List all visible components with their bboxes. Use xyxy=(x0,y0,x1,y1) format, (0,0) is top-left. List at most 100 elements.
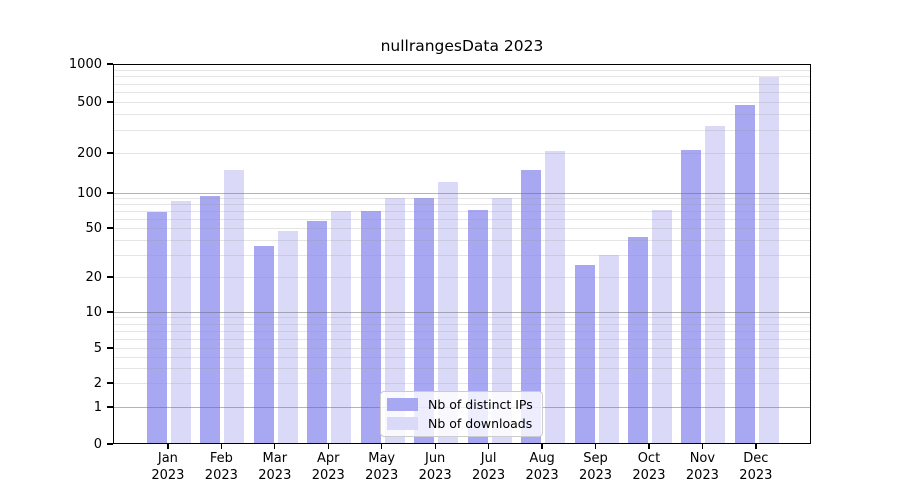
y-tick-mark xyxy=(107,311,113,313)
bar-ips-nov xyxy=(681,150,702,443)
x-tick-label: Feb 2023 xyxy=(189,451,253,484)
gridline-minor xyxy=(114,228,810,229)
gridline-minor xyxy=(114,255,810,257)
x-tick-label-line: Dec xyxy=(743,451,769,466)
bar-downloads-jan xyxy=(170,200,191,443)
x-tick-label: Sep 2023 xyxy=(564,451,628,484)
gridline-minor xyxy=(114,102,810,103)
x-tick-mark xyxy=(594,444,597,449)
x-tick-label-line: 2023 xyxy=(632,467,666,483)
x-tick-label-line: 2023 xyxy=(418,467,452,483)
y-tick-mark xyxy=(107,63,113,65)
y-tick-label: 100 xyxy=(77,185,102,201)
x-tick-label-line: Feb xyxy=(209,451,233,466)
legend: Nb of distinct IPs Nb of downloads xyxy=(380,391,543,437)
y-tick-mark xyxy=(107,227,113,229)
bar-ips-jun xyxy=(414,198,435,443)
x-tick-label: Jan 2023 xyxy=(136,451,200,484)
bar-ips-aug xyxy=(521,170,542,443)
x-tick-mark xyxy=(327,444,329,449)
gridline-minor xyxy=(114,69,810,71)
y-tick-mark xyxy=(107,382,113,384)
x-tick-mark xyxy=(755,444,757,449)
gridline-minor xyxy=(114,338,810,340)
y-tick-mark xyxy=(107,192,113,194)
bar-downloads-nov xyxy=(705,125,726,443)
y-tick-label: 5 xyxy=(93,340,102,356)
legend-item-downloads: Nb of downloads xyxy=(387,416,534,431)
x-tick-label: Apr 2023 xyxy=(296,451,360,484)
x-tick-label-line: Sep xyxy=(583,451,608,466)
chart-title: nullrangesData 2023 xyxy=(380,37,544,55)
x-tick-label-line: Jun xyxy=(424,451,446,466)
gridline-minor xyxy=(114,348,810,349)
x-tick-label-line: 2023 xyxy=(685,467,719,483)
y-tick-label: 1 xyxy=(93,399,102,415)
gridline-minor xyxy=(114,323,810,325)
gridline-major xyxy=(114,312,810,313)
x-tick-mark xyxy=(488,444,490,449)
y-tick-mark xyxy=(107,347,113,349)
x-tick-label: Oct 2023 xyxy=(617,451,681,484)
x-tick-label-line: 2023 xyxy=(578,467,613,483)
bar-downloads-apr xyxy=(331,211,352,443)
bar-ips-may xyxy=(360,211,381,443)
x-tick-mark xyxy=(274,444,276,449)
legend-swatch-downloads xyxy=(387,417,418,430)
bar-downloads-mar xyxy=(277,231,298,443)
bar-ips-oct xyxy=(627,237,648,443)
gridline-minor xyxy=(114,114,810,116)
bar-ips-jan xyxy=(146,212,167,443)
gridline-minor xyxy=(114,383,810,384)
x-tick-mark xyxy=(701,444,704,449)
bar-ips-apr xyxy=(307,221,328,443)
x-tick-label-line: Nov xyxy=(689,451,716,466)
x-tick-label-line: 2023 xyxy=(365,467,399,483)
y-tick-label: 20 xyxy=(85,269,102,285)
gridline-minor xyxy=(114,218,810,220)
x-tick-label-line: Jan xyxy=(157,451,178,466)
x-tick-mark xyxy=(167,444,169,449)
bar-ips-sep xyxy=(574,265,595,443)
gridline-minor xyxy=(114,153,810,154)
x-tick-label-line: Jul xyxy=(480,451,497,466)
x-tick-label-line: 2023 xyxy=(525,467,559,483)
x-tick-mark xyxy=(381,444,383,449)
gridline-minor xyxy=(114,367,810,369)
bar-downloads-jul xyxy=(491,198,512,443)
x-tick-label: Dec 2023 xyxy=(724,451,788,484)
plot-area xyxy=(113,64,811,444)
bar-downloads-feb xyxy=(224,169,245,443)
x-tick-label-line: Oct xyxy=(637,451,661,466)
bar-downloads-aug xyxy=(545,150,566,443)
x-tick-label-line: Aug xyxy=(529,451,555,466)
x-tick-label-line: Mar xyxy=(262,451,288,466)
bar-ips-mar xyxy=(253,245,274,443)
y-tick-label: 50 xyxy=(85,220,102,236)
y-tick-label: 10 xyxy=(85,304,102,320)
gridline-minor xyxy=(114,356,810,358)
gridline-minor xyxy=(114,83,810,85)
legend-label-distinct-ips: Nb of distinct IPs xyxy=(428,397,533,412)
y-tick-mark xyxy=(107,443,113,445)
bar-downloads-sep xyxy=(598,255,619,443)
x-tick-label-line: 2023 xyxy=(258,467,292,483)
gridline-minor xyxy=(114,317,810,319)
gridline-minor xyxy=(114,76,810,78)
bar-ips-dec xyxy=(734,105,755,443)
gridline-minor xyxy=(114,239,810,241)
x-tick-label-line: 2023 xyxy=(151,467,185,483)
x-tick-label-line: 2023 xyxy=(204,467,238,483)
x-tick-label-line: 2023 xyxy=(739,467,773,483)
gridline-minor xyxy=(114,211,810,212)
x-tick-mark xyxy=(541,444,543,449)
y-tick-mark xyxy=(107,152,113,154)
y-tick-mark xyxy=(107,406,113,408)
bar-downloads-oct xyxy=(651,209,672,443)
legend-label-downloads: Nb of downloads xyxy=(428,416,533,431)
gridline-minor xyxy=(114,330,810,332)
x-tick-label: Jul 2023 xyxy=(457,451,521,484)
bar-ips-feb xyxy=(200,195,221,443)
x-tick-label: Mar 2023 xyxy=(243,451,307,484)
y-tick-mark xyxy=(107,276,113,278)
